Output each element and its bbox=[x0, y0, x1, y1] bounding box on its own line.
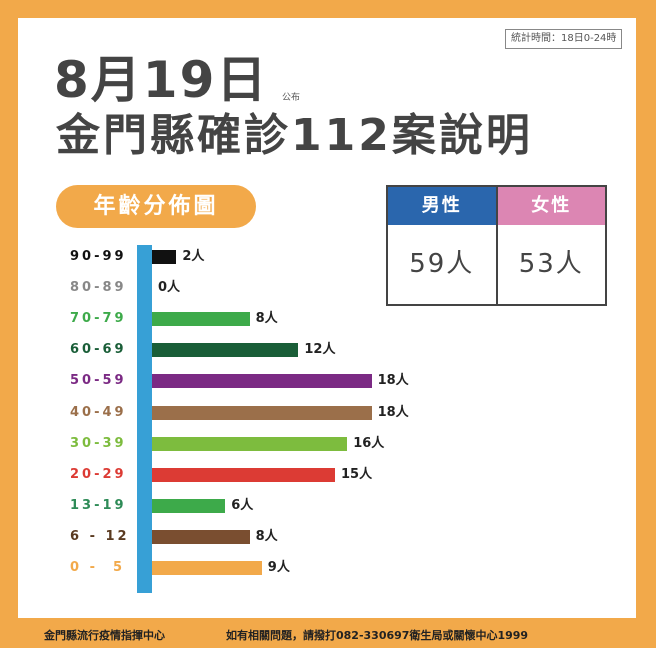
chart-row: 80-89 0人 bbox=[0, 280, 656, 296]
bar-value-label: 16人 bbox=[353, 435, 385, 451]
age-bar bbox=[152, 529, 250, 544]
chart-row: 13-19 6人 bbox=[0, 498, 656, 514]
bar-value-label: 2人 bbox=[182, 249, 205, 264]
age-bar bbox=[152, 312, 250, 327]
age-range-label: 80-89 bbox=[70, 280, 127, 296]
chart-row: 40-49 18人 bbox=[0, 405, 656, 421]
chart-row: 30-39 16人 bbox=[0, 436, 656, 452]
chart-row: 70-79 8人 bbox=[0, 311, 656, 327]
footer-contact: 如有相關問題，請撥打082-330697衛生局或關懷中心1999 bbox=[226, 629, 529, 642]
age-bar bbox=[152, 374, 372, 389]
bar-value-label: 12人 bbox=[304, 342, 336, 358]
age-range-label: 60-69 bbox=[70, 342, 127, 358]
published-label: 公布 bbox=[282, 93, 301, 103]
chart-row: 50-59 18人 bbox=[0, 373, 656, 389]
chart-row: 0 - 5 9人 bbox=[0, 560, 656, 576]
chart-row: 6 - 12 8人 bbox=[0, 529, 656, 545]
bar-value-label: 18人 bbox=[377, 373, 409, 389]
age-bar bbox=[152, 405, 372, 420]
age-range-label: 70-79 bbox=[70, 311, 127, 327]
age-range-label: 0 - 5 bbox=[70, 560, 126, 575]
female-header: 女性 bbox=[497, 187, 605, 225]
page-title: 金門縣確診112案說明 bbox=[56, 110, 533, 161]
age-bar bbox=[152, 467, 335, 482]
chart-axis bbox=[137, 245, 152, 593]
title-date: 8月19日 bbox=[54, 51, 269, 109]
age-bar bbox=[152, 498, 226, 513]
age-range-label: 30-39 bbox=[70, 435, 127, 451]
bar-value-label: 0人 bbox=[158, 280, 181, 296]
female-count: 53人 bbox=[518, 249, 584, 279]
age-range-label: 40-49 bbox=[70, 404, 127, 420]
age-range-label: 6 - 12 bbox=[70, 528, 130, 544]
age-bar bbox=[152, 561, 262, 575]
bar-value-label: 9人 bbox=[267, 560, 290, 575]
age-range-label: 90-99 bbox=[70, 249, 127, 264]
male-header: 男性 bbox=[388, 187, 496, 225]
bar-value-label: 8人 bbox=[255, 311, 278, 327]
bar-value-label: 8人 bbox=[255, 528, 278, 544]
bar-value-label: 18人 bbox=[377, 404, 409, 420]
age-bar bbox=[152, 343, 299, 358]
age-bar bbox=[152, 436, 348, 451]
age-range-label: 13-19 bbox=[70, 497, 127, 513]
bar-value-label: 6人 bbox=[231, 497, 254, 513]
chart-row: 90-99 2人 bbox=[0, 249, 656, 265]
stat-time-badge: 統計時間：18日0-24時 bbox=[505, 29, 623, 49]
gender-table: 男性 59人 女性 53人 bbox=[386, 185, 607, 306]
gender-col-female: 女性 53人 bbox=[495, 187, 605, 304]
chart-row: 20-29 15人 bbox=[0, 467, 656, 483]
age-range-label: 20-29 bbox=[70, 466, 127, 482]
bar-value-label: 15人 bbox=[341, 466, 373, 482]
section-label-pill: 年齡分佈圖 bbox=[56, 185, 256, 228]
male-count: 59人 bbox=[409, 249, 475, 279]
age-range-label: 50-59 bbox=[70, 373, 127, 389]
infographic-panel bbox=[18, 18, 636, 618]
footer-organization: 金門縣流行疫情指揮中心 bbox=[44, 629, 165, 642]
age-bar bbox=[152, 250, 177, 264]
gender-col-male: 男性 59人 bbox=[388, 187, 496, 304]
chart-row: 60-69 12人 bbox=[0, 342, 656, 358]
